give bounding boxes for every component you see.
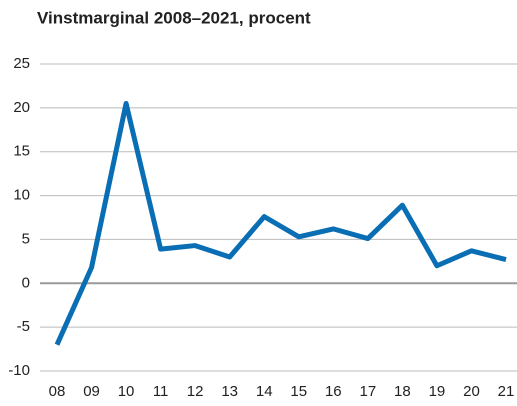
x-tick-label: 19	[429, 383, 446, 400]
y-tick-label: 0	[22, 274, 30, 291]
x-tick-label: 15	[290, 383, 307, 400]
x-tick-label: 11	[153, 383, 169, 400]
x-tick-label: 21	[498, 383, 515, 400]
chart-title: Vinstmarginal 2008–2021, procent	[37, 8, 311, 27]
x-tick-label: 16	[325, 383, 342, 400]
y-tick-label: -10	[8, 362, 30, 379]
x-tick-label: 09	[83, 383, 100, 400]
x-tick-label: 10	[118, 383, 135, 400]
y-tick-label: 25	[13, 55, 30, 72]
y-tick-label: 20	[13, 99, 30, 116]
x-tick-label: 17	[360, 383, 377, 400]
x-tick-label: 13	[221, 383, 238, 400]
x-tick-label: 08	[49, 383, 66, 400]
y-tick-label: -5	[17, 318, 30, 335]
x-tick-label: 14	[256, 383, 273, 400]
x-tick-label: 12	[187, 383, 204, 400]
data-line	[54, 100, 507, 346]
x-tick-label: 18	[394, 383, 411, 400]
y-tick-label: 10	[13, 187, 30, 204]
x-tick-label: 20	[463, 383, 480, 400]
y-tick-label: 15	[13, 143, 30, 160]
y-tick-label: 5	[22, 230, 30, 247]
